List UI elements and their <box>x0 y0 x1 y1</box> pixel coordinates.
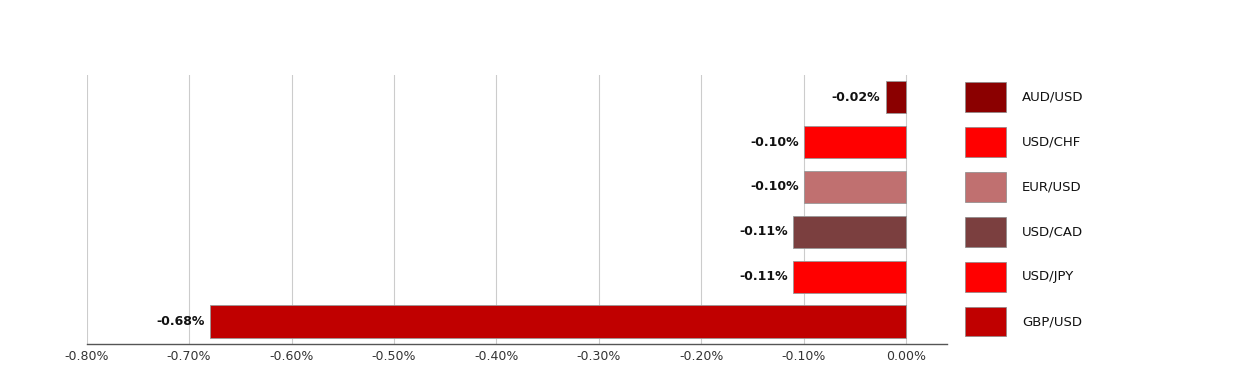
FancyBboxPatch shape <box>964 307 1005 337</box>
Text: GBP/USD: GBP/USD <box>1023 315 1082 328</box>
Bar <box>803 171 906 203</box>
Text: USD/CAD: USD/CAD <box>1023 226 1083 238</box>
Bar <box>794 216 906 248</box>
Text: AUD/USD: AUD/USD <box>1023 91 1083 104</box>
Text: -0.68%: -0.68% <box>156 315 204 328</box>
Bar <box>209 306 906 338</box>
Text: USD/CHF: USD/CHF <box>1023 136 1081 148</box>
Text: EUR/USD: EUR/USD <box>1023 181 1082 193</box>
FancyBboxPatch shape <box>964 217 1005 247</box>
FancyBboxPatch shape <box>964 172 1005 202</box>
Text: Benchmark Currency Rates - Daily Gainers & Losers: Benchmark Currency Rates - Daily Gainers… <box>338 29 906 48</box>
Text: -0.11%: -0.11% <box>739 226 789 238</box>
Bar <box>794 261 906 293</box>
Text: -0.10%: -0.10% <box>750 136 799 148</box>
Text: -0.10%: -0.10% <box>750 181 799 193</box>
FancyBboxPatch shape <box>964 127 1005 157</box>
Bar <box>885 81 906 113</box>
Text: -0.02%: -0.02% <box>832 91 880 104</box>
FancyBboxPatch shape <box>964 82 1005 112</box>
Bar <box>803 126 906 158</box>
Text: -0.11%: -0.11% <box>739 270 789 283</box>
FancyBboxPatch shape <box>964 262 1005 292</box>
Text: USD/JPY: USD/JPY <box>1023 270 1075 283</box>
